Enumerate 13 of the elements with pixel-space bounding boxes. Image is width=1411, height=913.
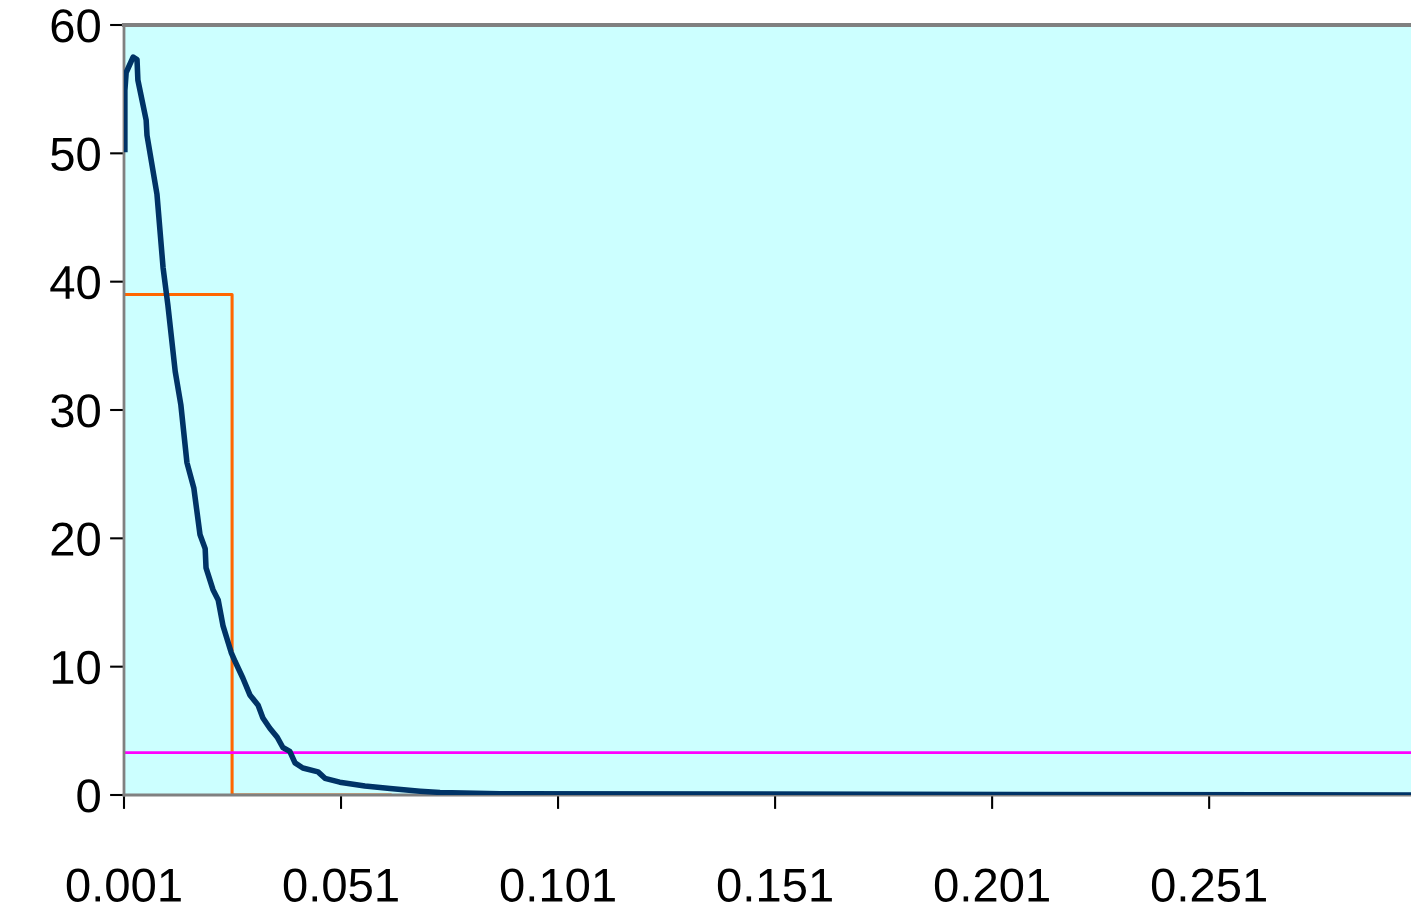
x-tick-label: 0.151 <box>717 868 832 902</box>
y-tick-label: 30 <box>51 394 100 428</box>
y-tick-label: 20 <box>51 522 100 556</box>
y-tick-label: 10 <box>52 650 100 685</box>
x-tick-label: 0.001 <box>66 868 181 902</box>
x-tick-label: 0.251 <box>1151 868 1266 902</box>
x-tick-label: 0.101 <box>500 868 615 902</box>
y-tick-label: 0 <box>77 779 100 813</box>
x-tick-label: 0.051 <box>283 868 398 902</box>
y-tick-label: 40 <box>50 265 100 300</box>
y-tick-label: 60 <box>51 9 100 43</box>
y-tick-label: 50 <box>51 137 100 171</box>
x-tick-label: 0.201 <box>934 868 1049 902</box>
